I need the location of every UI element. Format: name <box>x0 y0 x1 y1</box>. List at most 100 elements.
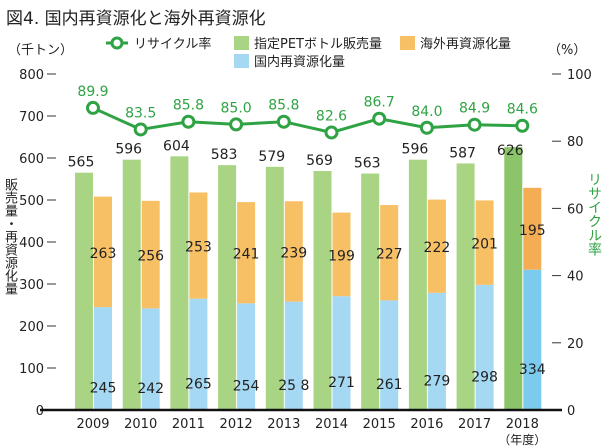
y-unit-label: （千トン） <box>8 43 73 58</box>
data-label-domestic: 265 <box>185 376 212 392</box>
bar-overseas <box>237 202 256 304</box>
data-label-domestic: 254 <box>233 379 260 395</box>
bar-domestic <box>523 269 542 410</box>
data-label-sales: 604 <box>163 138 190 154</box>
recycle-rate-point <box>324 125 339 140</box>
data-label-sales: 565 <box>68 155 95 171</box>
x-tick-label: 2013 <box>267 417 300 432</box>
bar-overseas <box>284 201 303 302</box>
x-tick-label: 2017 <box>458 417 491 432</box>
data-label-sales: 563 <box>354 156 381 172</box>
x-tick-label: 2016 <box>410 417 443 432</box>
data-label-overseas: 241 <box>233 247 260 263</box>
bar-domestic <box>141 308 160 410</box>
y-tick-label: 100 <box>19 362 44 377</box>
data-label-sales: 579 <box>258 149 285 165</box>
data-label-overseas: 199 <box>328 248 355 264</box>
y-tick-label: 700 <box>19 110 44 125</box>
bar-overseas <box>523 187 542 270</box>
recycle-rate-point <box>372 111 387 126</box>
bar-domestic <box>237 303 256 410</box>
bar-sales <box>218 165 237 410</box>
recycle-rate-line <box>92 106 523 135</box>
y2-tick-label: 60 <box>567 202 584 217</box>
recycle-rate-point <box>467 117 482 132</box>
data-label-overseas: 239 <box>280 245 307 261</box>
bar-sales <box>75 172 93 410</box>
bar-sales <box>361 173 380 410</box>
data-label-sales: 596 <box>402 142 429 158</box>
bar-overseas <box>141 200 160 309</box>
bar-domestic <box>284 301 303 410</box>
bar-sales <box>170 156 189 410</box>
data-label-sales: 626 <box>497 143 524 159</box>
data-label-sales: 587 <box>449 145 476 161</box>
data-label-overseas: 227 <box>376 247 403 263</box>
y-tick-label: 0 <box>36 404 44 419</box>
recycle-rate-label: 85.8 <box>173 98 204 114</box>
x-tick-label: 2014 <box>315 417 348 432</box>
bar-overseas <box>380 205 399 301</box>
x-tick-label: 2015 <box>363 417 396 432</box>
data-label-domestic: 298 <box>471 369 498 385</box>
bar-overseas <box>189 192 208 299</box>
bar-overseas <box>475 200 494 285</box>
legend-marker-icon <box>110 36 124 50</box>
y-tick-label: 600 <box>19 152 44 167</box>
x-tick-label: 2012 <box>220 417 253 432</box>
data-label-domestic: 271 <box>328 375 355 391</box>
recycle-rate-point <box>181 114 196 129</box>
recycle-rate-point <box>419 120 434 135</box>
bar-domestic <box>94 307 112 410</box>
recycle-rate-point <box>86 100 100 115</box>
bar-sales <box>313 171 332 410</box>
data-label-overseas: 222 <box>424 240 451 256</box>
y2-tick-label: 0 <box>567 404 575 419</box>
bar-sales <box>408 159 427 410</box>
legend-swatch <box>234 54 249 68</box>
y2-tick-label: 80 <box>567 135 584 150</box>
data-label-domestic: 261 <box>376 377 403 393</box>
recycle-rate-label: 84.6 <box>507 102 538 118</box>
recycle-rate-label: 85.8 <box>268 98 299 114</box>
legend-swatch <box>400 36 415 50</box>
data-label-overseas: 253 <box>185 240 212 256</box>
x-tick-label: 2011 <box>172 417 205 432</box>
bar-sales <box>122 159 141 410</box>
x-tick-label: 2010 <box>124 417 157 432</box>
data-label-sales: 596 <box>115 142 142 158</box>
recycle-rate-label: 86.7 <box>364 95 395 111</box>
recycle-rate-label: 85.0 <box>221 100 252 116</box>
y2-unit-label: （%） <box>548 43 586 58</box>
data-label-overseas: 195 <box>519 223 546 239</box>
y2-tick-label: 20 <box>567 337 584 352</box>
legend-swatch <box>234 36 249 50</box>
recycle-rate-label: 84.9 <box>459 101 490 117</box>
y2-tick-label: 100 <box>567 68 592 83</box>
bar-sales <box>456 163 475 410</box>
data-label-domestic: 25 8 <box>278 378 309 394</box>
bar-sales <box>265 166 284 410</box>
bar-overseas <box>94 196 112 308</box>
data-label-overseas: 263 <box>90 246 117 262</box>
recycle-rate-label: 82.6 <box>316 108 347 124</box>
bar-domestic <box>332 296 351 410</box>
recycle-rate-label: 89.9 <box>77 84 108 100</box>
data-label-overseas: 201 <box>471 237 498 253</box>
x-tick-label: 2018 <box>506 417 539 432</box>
recycle-rate-point <box>133 122 148 137</box>
x-axis-label: （年度） <box>498 432 546 447</box>
recycle-rate-label: 83.5 <box>125 105 156 121</box>
bar-domestic <box>189 298 208 410</box>
legend-label: 海外再資源化量 <box>420 37 511 52</box>
bar-sales <box>504 147 523 410</box>
bar-overseas <box>332 212 351 297</box>
chart-title: 図4. 国内再資源化と海外再資源化 <box>6 9 266 29</box>
bar-overseas <box>427 199 446 293</box>
y2-axis-label: リサイクル率 <box>586 172 602 256</box>
recycle-rate-point <box>229 117 244 132</box>
y2-tick-label: 40 <box>567 270 584 285</box>
legend-label: 国内再資源化量 <box>254 54 345 70</box>
